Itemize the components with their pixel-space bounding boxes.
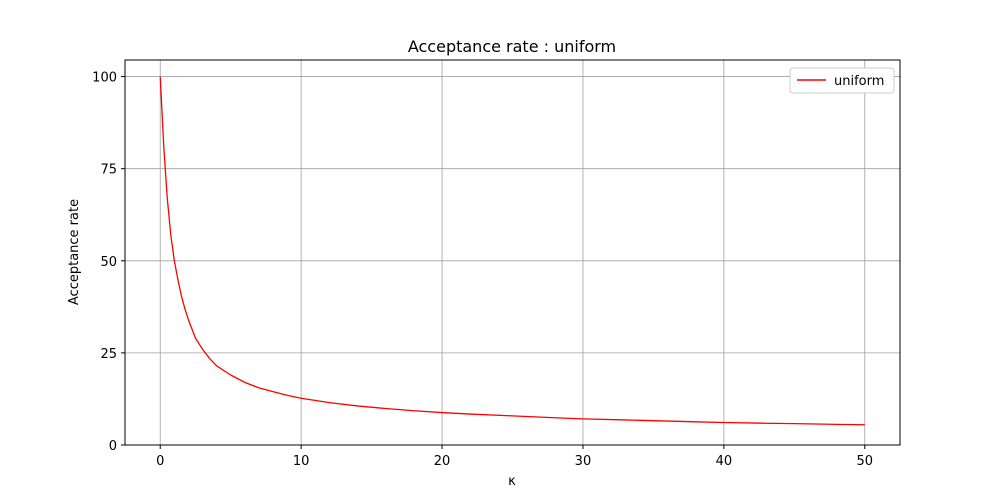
- y-tick-label: 25: [100, 347, 117, 362]
- legend: uniform: [789, 67, 895, 94]
- chart-title: Acceptance rate : uniform: [408, 37, 616, 56]
- x-tick-label: 30: [575, 454, 592, 469]
- x-axis-ticks: 0 10 20 30 40 50: [156, 445, 873, 469]
- series-line-uniform: [159, 76, 865, 426]
- y-axis-ticks: 0 25 50 75 100: [92, 71, 125, 454]
- y-tick-label: 75: [100, 163, 117, 178]
- y-tick-label: 0: [109, 439, 117, 454]
- legend-label-uniform: uniform: [834, 74, 884, 89]
- x-tick-label: 20: [434, 454, 451, 469]
- x-tick-label: 0: [156, 454, 164, 469]
- y-tick-label: 50: [100, 255, 117, 270]
- y-tick-label: 100: [92, 71, 117, 86]
- y-axis-label: Acceptance rate: [67, 199, 82, 305]
- legend-box: [789, 67, 895, 94]
- plot-frame: [124, 59, 901, 446]
- grid-lines: [125, 60, 900, 446]
- x-tick-label: 40: [716, 454, 733, 469]
- x-axis-label: κ: [508, 474, 516, 489]
- x-tick-label: 50: [856, 454, 873, 469]
- series-layer: [159, 76, 865, 426]
- x-tick-label: 10: [293, 454, 310, 469]
